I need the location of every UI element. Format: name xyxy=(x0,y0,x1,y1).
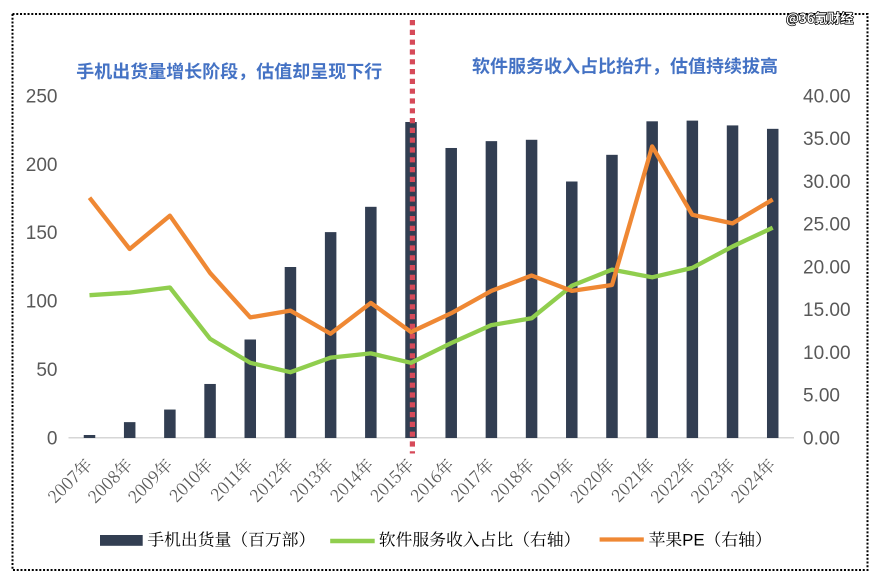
svg-text:0: 0 xyxy=(47,428,58,449)
svg-text:250: 250 xyxy=(26,86,58,107)
svg-text:5.00: 5.00 xyxy=(803,386,840,407)
svg-text:10.00: 10.00 xyxy=(803,343,851,364)
svg-text:20.00: 20.00 xyxy=(803,257,851,278)
svg-text:40.00: 40.00 xyxy=(803,86,851,107)
svg-text:35.00: 35.00 xyxy=(803,129,851,150)
svg-text:30.00: 30.00 xyxy=(803,172,851,193)
svg-text:100: 100 xyxy=(26,292,58,313)
svg-text:0.00: 0.00 xyxy=(803,428,840,449)
svg-text:25.00: 25.00 xyxy=(803,215,851,236)
svg-text:50: 50 xyxy=(36,360,57,381)
svg-text:15.00: 15.00 xyxy=(803,300,851,321)
svg-text:200: 200 xyxy=(26,155,58,176)
svg-text:150: 150 xyxy=(26,223,58,244)
